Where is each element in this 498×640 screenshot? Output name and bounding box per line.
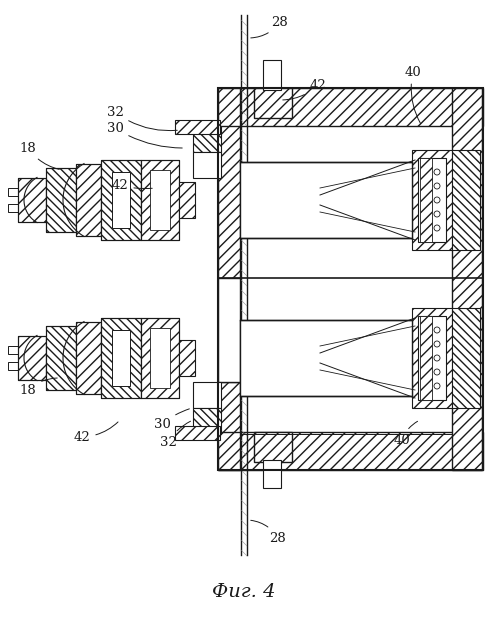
Text: 42: 42	[74, 422, 118, 444]
Text: 42: 42	[283, 79, 326, 100]
Bar	[179, 340, 195, 376]
Bar	[8, 346, 18, 354]
Circle shape	[434, 225, 440, 231]
Text: 30: 30	[153, 409, 189, 431]
Circle shape	[434, 211, 440, 217]
Bar	[193, 382, 221, 408]
Bar	[193, 126, 221, 152]
Text: 32: 32	[107, 106, 177, 131]
Bar	[240, 162, 412, 238]
Text: 18: 18	[19, 378, 57, 397]
Bar	[101, 160, 141, 240]
Bar	[193, 408, 221, 434]
Bar	[46, 168, 76, 232]
Circle shape	[434, 383, 440, 389]
Bar	[418, 316, 446, 400]
Bar	[8, 362, 18, 370]
Bar	[76, 164, 101, 236]
Bar	[452, 88, 482, 470]
Bar	[218, 88, 483, 126]
Bar	[141, 160, 179, 240]
Bar	[8, 188, 18, 196]
Bar	[218, 432, 483, 470]
Bar	[76, 322, 101, 394]
Bar	[412, 150, 452, 250]
Bar	[46, 168, 76, 232]
Bar	[46, 326, 76, 390]
Circle shape	[434, 183, 440, 189]
Bar	[254, 88, 292, 118]
Text: 30: 30	[107, 122, 182, 148]
Bar	[150, 170, 170, 230]
Bar	[263, 60, 281, 90]
Text: 18: 18	[19, 141, 59, 170]
Bar	[218, 382, 240, 432]
Text: 42: 42	[112, 179, 152, 191]
Bar	[101, 318, 141, 398]
Bar	[101, 160, 141, 240]
Bar	[179, 182, 195, 218]
Bar	[18, 178, 46, 222]
Text: 40: 40	[404, 65, 421, 124]
Bar	[18, 336, 46, 380]
Bar	[420, 158, 432, 242]
Circle shape	[434, 341, 440, 347]
Bar	[175, 120, 220, 134]
Bar	[18, 178, 46, 222]
Bar	[76, 322, 101, 394]
Bar	[418, 158, 446, 242]
Bar	[420, 316, 432, 400]
Circle shape	[434, 369, 440, 375]
Circle shape	[434, 327, 440, 333]
Bar	[112, 172, 130, 228]
Bar	[452, 150, 480, 250]
Bar	[141, 160, 179, 240]
Bar	[46, 326, 76, 390]
Bar	[76, 164, 101, 236]
Bar	[175, 426, 220, 440]
Text: Фиг. 4: Фиг. 4	[212, 583, 276, 601]
Bar	[240, 126, 452, 434]
Circle shape	[434, 197, 440, 203]
Bar	[218, 88, 240, 470]
Bar	[218, 88, 483, 470]
Circle shape	[434, 355, 440, 361]
Bar	[18, 336, 46, 380]
Bar	[254, 432, 292, 462]
Bar	[141, 318, 179, 398]
Bar	[112, 330, 130, 386]
Bar	[412, 308, 452, 408]
Bar	[218, 278, 240, 382]
Bar	[218, 126, 240, 278]
Bar	[263, 460, 281, 488]
Text: 28: 28	[251, 15, 288, 38]
Bar	[452, 308, 480, 408]
Bar	[150, 328, 170, 388]
Circle shape	[434, 169, 440, 175]
Bar	[141, 318, 179, 398]
Text: 32: 32	[159, 421, 191, 449]
Text: 28: 28	[251, 520, 286, 545]
Text: 40: 40	[393, 421, 417, 447]
Bar	[193, 152, 221, 178]
Bar	[240, 320, 412, 396]
Bar	[101, 318, 141, 398]
Bar	[8, 204, 18, 212]
